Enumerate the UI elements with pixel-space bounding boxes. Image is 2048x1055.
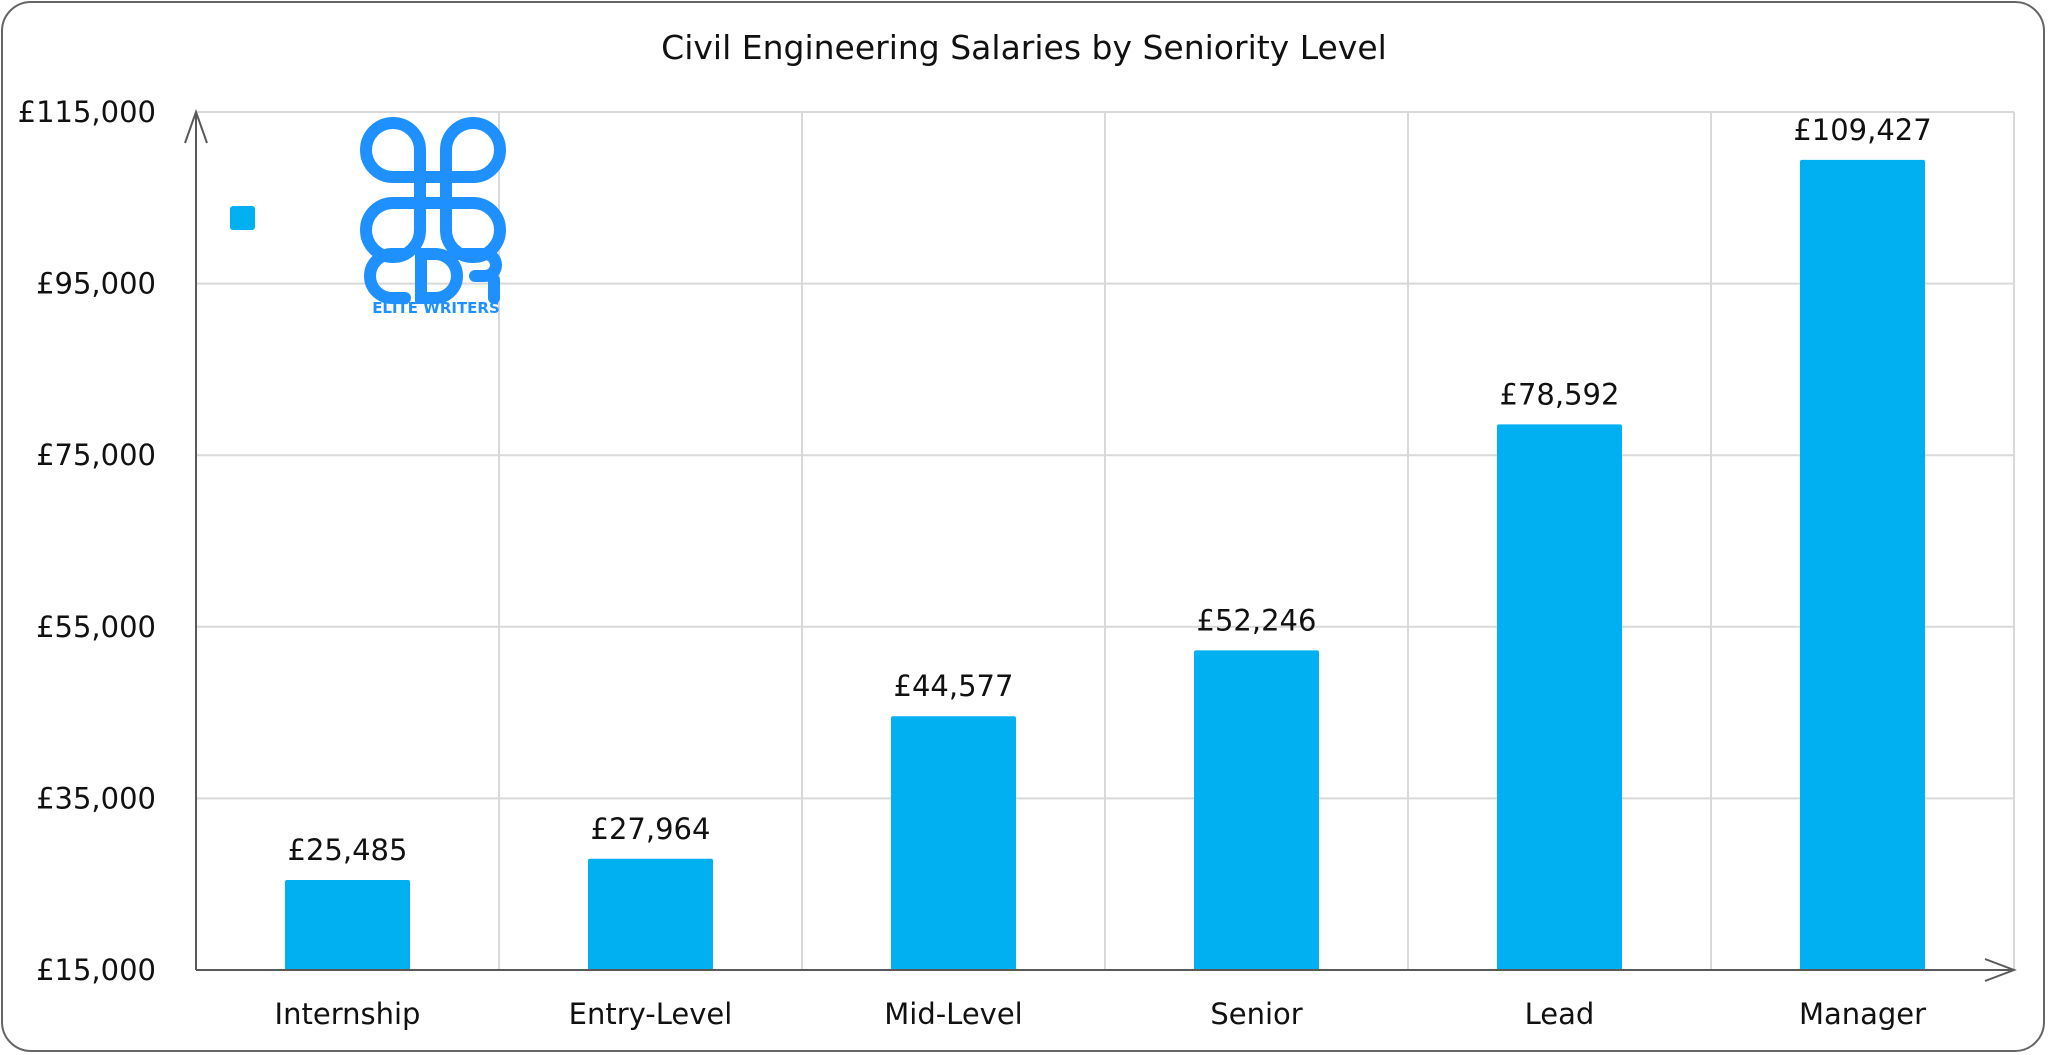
data-label: £109,427 — [1793, 113, 1931, 147]
gridlines — [196, 111, 2015, 971]
data-label: £78,592 — [1500, 377, 1620, 411]
x-tick-label: Senior — [1210, 997, 1302, 1031]
chart-title: Civil Engineering Salaries by Seniority … — [661, 28, 1387, 67]
axes — [184, 109, 2017, 982]
bar — [285, 880, 410, 970]
bar — [1497, 424, 1622, 971]
y-tick-label: £55,000 — [36, 610, 156, 644]
data-label: £27,964 — [591, 812, 711, 846]
x-axis-arrow-icon — [1984, 958, 2017, 982]
labels: £15,000 £35,000 £55,000 £75,000 £95,000 £115,… — [18, 95, 1932, 1031]
svg-text:ELITE WRITERS: ELITE WRITERS — [372, 299, 500, 317]
y-tick-label: £75,000 — [36, 438, 156, 472]
legend-swatch — [230, 206, 255, 230]
bar — [1800, 159, 1925, 970]
cdr-logo: ELITE WRITERS — [360, 117, 506, 317]
bars — [285, 159, 1925, 971]
bar — [1194, 650, 1319, 970]
x-tick-label: Entry-Level — [569, 997, 733, 1031]
data-label: £25,485 — [288, 833, 408, 867]
data-label: £44,577 — [894, 669, 1014, 703]
bar — [588, 858, 713, 970]
bar — [891, 716, 1016, 970]
x-tick-label: Internship — [275, 997, 421, 1031]
y-tick-label: £35,000 — [36, 781, 156, 815]
y-tick-label: £95,000 — [36, 267, 156, 301]
y-tick-label: £15,000 — [36, 953, 156, 987]
x-tick-label: Manager — [1799, 997, 1926, 1031]
x-tick-label: Mid-Level — [884, 997, 1023, 1031]
y-tick-label: £115,000 — [18, 95, 156, 129]
data-label: £52,246 — [1197, 603, 1317, 637]
y-axis-arrow-icon — [184, 109, 208, 144]
x-tick-label: Lead — [1525, 997, 1595, 1031]
